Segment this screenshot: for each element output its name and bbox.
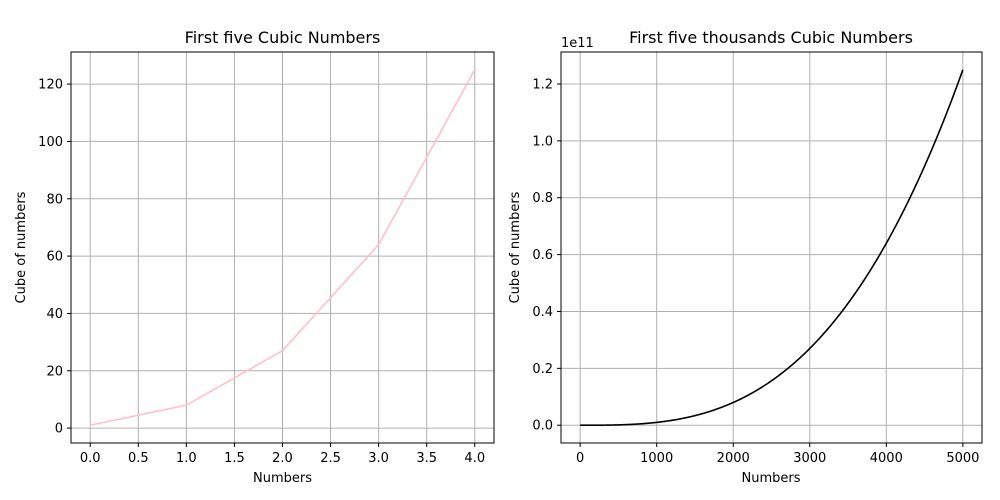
chart-0-x-tick-label: 0.5	[128, 451, 149, 466]
chart-0-x-tick-label: 4.0	[464, 451, 485, 466]
chart-1-y-tick-label: 0.2	[532, 362, 553, 377]
chart-0-x-tick-label: 3.5	[416, 451, 437, 466]
left-chart-ylabel: Cube of numbers	[14, 191, 29, 303]
right-chart: First five thousands Cubic Numbers Numbe…	[508, 28, 983, 486]
chart-0-y-tick-label: 20	[46, 364, 63, 379]
chart-1-series-line	[580, 69, 964, 427]
right-chart-y-offset-label: 1e11	[561, 36, 594, 51]
right-chart-ylabel: Cube of numbers	[508, 191, 523, 303]
chart-1-x-tick-label: 4000	[870, 451, 903, 466]
chart-1-x-tick-label: 5000	[946, 451, 979, 466]
chart-1-y-tick-label: 1.2	[532, 77, 553, 92]
chart-1-y-tick-label: 0.8	[532, 191, 553, 206]
chart-0-y-tick-label: 0	[55, 422, 63, 437]
chart-0-y-tick-label: 120	[38, 78, 63, 93]
right-chart-title: First five thousands Cubic Numbers	[629, 28, 913, 47]
chart-1-grid	[561, 52, 982, 443]
chart-0-y-tick-label: 100	[38, 135, 63, 150]
chart-1-plot-frame	[560, 51, 983, 444]
chart-0-x-tick-label: 2.0	[272, 451, 293, 466]
left-chart: First five Cubic Numbers Numbers Cube of…	[14, 28, 495, 486]
chart-0-x-tick-label: 1.0	[176, 451, 197, 466]
chart-1-x-tick-label: 0	[576, 451, 584, 466]
left-chart-title: First five Cubic Numbers	[185, 28, 381, 47]
chart-0-x-tick-label: 0.0	[80, 451, 101, 466]
chart-0-y-tick-label: 40	[46, 307, 63, 322]
chart-1-x-tick-label: 2000	[717, 451, 750, 466]
chart-1-y-tick-label: 0.0	[532, 419, 553, 434]
chart-1-y-tick-label: 0.4	[532, 305, 553, 320]
chart-0-x-tick-label: 1.5	[224, 451, 245, 466]
chart-0-x-tick-label: 2.5	[320, 451, 341, 466]
chart-1-y-tick-label: 0.6	[532, 248, 553, 263]
left-chart-xlabel: Numbers	[253, 471, 312, 486]
chart-0-y-tick-label: 60	[46, 250, 63, 265]
chart-1-x-tick-label: 3000	[793, 451, 826, 466]
right-chart-xlabel: Numbers	[742, 471, 801, 486]
chart-0-grid	[71, 52, 494, 443]
chart-0-x-tick-label: 3.0	[368, 451, 389, 466]
chart-1-x-tick-label: 1000	[640, 451, 673, 466]
chart-0-y-tick-label: 80	[46, 192, 63, 207]
chart-1-y-tick-label: 1.0	[532, 134, 553, 149]
